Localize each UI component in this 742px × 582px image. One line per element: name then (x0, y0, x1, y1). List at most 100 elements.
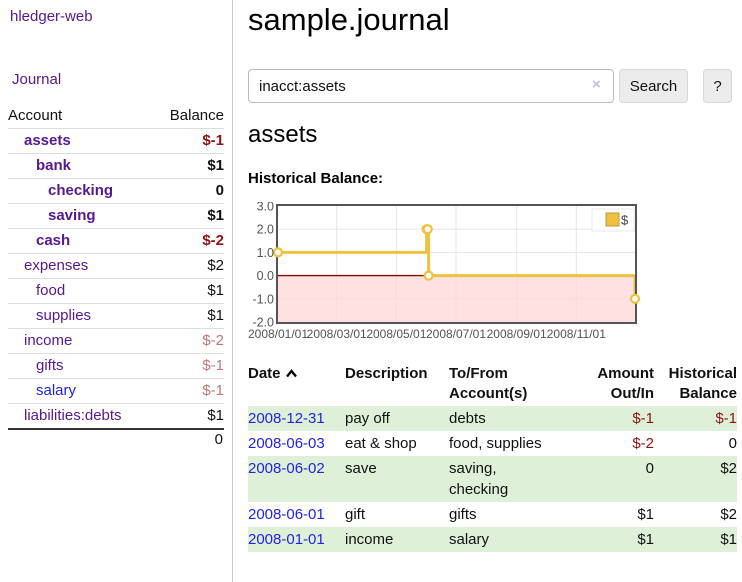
x-axis-tick-label: 2008/01/01 (248, 327, 308, 341)
search-form: × Search ? (248, 69, 742, 103)
data-point-marker (423, 270, 434, 281)
account-balance: $-1 (154, 353, 224, 379)
brand-link[interactable]: hledger-web (10, 8, 93, 25)
x-axis-tick-label: 2008/07/01 (426, 327, 486, 341)
transaction-amount: $1 (637, 506, 654, 523)
transaction-date-link[interactable]: 2008-01-01 (248, 531, 325, 548)
account-link[interactable]: liabilities:debts (24, 407, 122, 424)
y-axis-tick-label: -2.0 (252, 316, 274, 330)
account-row: supplies $1 (8, 303, 224, 329)
amount-column-header: Amount Out/In (597, 365, 654, 402)
account-balance: $1 (154, 203, 224, 229)
balance-column-header: Balance (169, 107, 224, 124)
main-content: sample.journal × Search ? assets Histori… (248, 0, 742, 582)
account-row: expenses $2 (8, 253, 224, 279)
transaction-row: 2008-06-02 save saving, checking 0 $2 (248, 456, 737, 502)
account-link[interactable]: income (24, 332, 73, 349)
x-axis-tick-label: 2008/09/01 (487, 327, 547, 341)
historical-balance-chart: $3.0 2.0 1.0 0.0 -1.0 -2.0 2008/01/01 2008/03/0… (248, 200, 742, 344)
accounts-column-header: To/From Account(s) (449, 365, 528, 402)
chart-canvas: $3.0 2.0 1.0 0.0 -1.0 -2.02008/01/012008/03/0… (248, 200, 641, 341)
transaction-accounts: saving, checking (449, 460, 509, 498)
transaction-date-link[interactable]: 2008-06-03 (248, 435, 325, 452)
data-point-marker (422, 224, 433, 235)
help-button[interactable]: ? (703, 69, 732, 103)
date-column-header[interactable]: Date (248, 362, 345, 406)
accounts-total-row: 0 (8, 428, 224, 449)
transaction-amount: $-1 (632, 410, 654, 427)
x-axis-tick-label: 2008/05/01 (366, 327, 426, 341)
account-link[interactable]: saving (48, 207, 96, 224)
accounts-table-body: assets $-1 bank $1 checking 0 saving $1 cash $-2 e… (8, 128, 224, 429)
transaction-row: 2008-06-01 gift gifts $1 $2 (248, 502, 737, 527)
chart-legend: $ (591, 208, 635, 232)
register-header-row: Date Description To/From Account(s) Amou… (248, 362, 737, 406)
accounts-table-header: Account Balance (8, 103, 224, 129)
account-balance: $1 (154, 303, 224, 329)
transaction-date-link[interactable]: 2008-06-02 (248, 460, 325, 477)
account-link[interactable]: gifts (36, 357, 64, 374)
y-axis-tick-label: 2.0 (257, 223, 274, 237)
search-input[interactable] (248, 69, 614, 103)
account-link[interactable]: salary (36, 382, 77, 399)
account-balance: $-1 (154, 378, 224, 404)
x-axis-tick-label: 2008/03/01 (307, 327, 367, 341)
description-column-header: Description (345, 365, 428, 382)
transaction-date-link[interactable]: 2008-06-01 (248, 506, 325, 523)
account-row: bank $1 (8, 153, 224, 179)
sidebar: hledger-web Journal Account Balance asse… (0, 0, 233, 582)
account-balance: $1 (154, 278, 224, 304)
account-balance: $1 (154, 403, 224, 429)
transaction-accounts: salary (449, 531, 490, 548)
account-row: gifts $-1 (8, 353, 224, 379)
account-link[interactable]: food (36, 282, 66, 299)
transaction-accounts: gifts (449, 506, 477, 523)
register-table: Date Description To/From Account(s) Amou… (248, 362, 737, 552)
account-column-header: Account (8, 107, 63, 124)
account-link[interactable]: expenses (24, 257, 89, 274)
transaction-date-link[interactable]: 2008-12-31 (248, 410, 325, 427)
transaction-row: 2008-01-01 income salary $1 $1 (248, 527, 737, 552)
data-point-marker (272, 247, 284, 258)
transaction-amount: 0 (645, 460, 654, 477)
account-link[interactable]: bank (36, 157, 72, 174)
transaction-amount: $1 (637, 531, 654, 548)
accounts-total-balance: 0 (154, 428, 224, 449)
account-balance: $-1 (154, 128, 224, 154)
y-axis-tick-label: -1.0 (252, 292, 274, 306)
account-balance: $-2 (154, 328, 224, 354)
transaction-accounts: food, supplies (449, 435, 542, 452)
chart-title: Historical Balance: (248, 170, 384, 187)
page-title: sample.journal (248, 2, 450, 37)
account-balance: $-2 (154, 228, 224, 254)
transaction-description: gift (345, 506, 366, 523)
transaction-description: save (345, 460, 377, 477)
account-link[interactable]: assets (24, 132, 71, 149)
sort-ascending-icon (285, 364, 298, 384)
account-balance: $2 (154, 253, 224, 279)
transaction-row: 2008-12-31 pay off debts $-1 $-1 (248, 406, 737, 431)
account-link[interactable]: supplies (36, 307, 92, 324)
transaction-description: income (345, 531, 394, 548)
account-row: salary $-1 (8, 378, 224, 404)
account-link[interactable]: checking (48, 182, 114, 199)
sidebar-item-journal[interactable]: Journal (12, 71, 62, 88)
accounts-total-spacer (8, 428, 155, 449)
data-point-marker (629, 293, 641, 304)
transaction-balance: 0 (728, 435, 737, 452)
transaction-amount: $-2 (632, 435, 654, 452)
transaction-balance: $2 (720, 506, 737, 523)
account-row: checking 0 (8, 178, 224, 204)
search-button[interactable]: Search (619, 69, 688, 103)
legend-label: $ (621, 213, 629, 228)
transaction-accounts: debts (449, 410, 486, 427)
account-row: cash $-2 (8, 228, 224, 254)
account-balance: $1 (154, 153, 224, 179)
account-row: assets $-1 (8, 128, 224, 154)
account-title: assets (248, 121, 318, 148)
clear-search-icon[interactable]: × (592, 76, 601, 93)
accounts-table: Account Balance assets $-1 bank $1 checking 0… (8, 103, 224, 449)
account-link[interactable]: cash (36, 232, 71, 249)
balance-column-header-register: Historical Balance (668, 365, 737, 402)
